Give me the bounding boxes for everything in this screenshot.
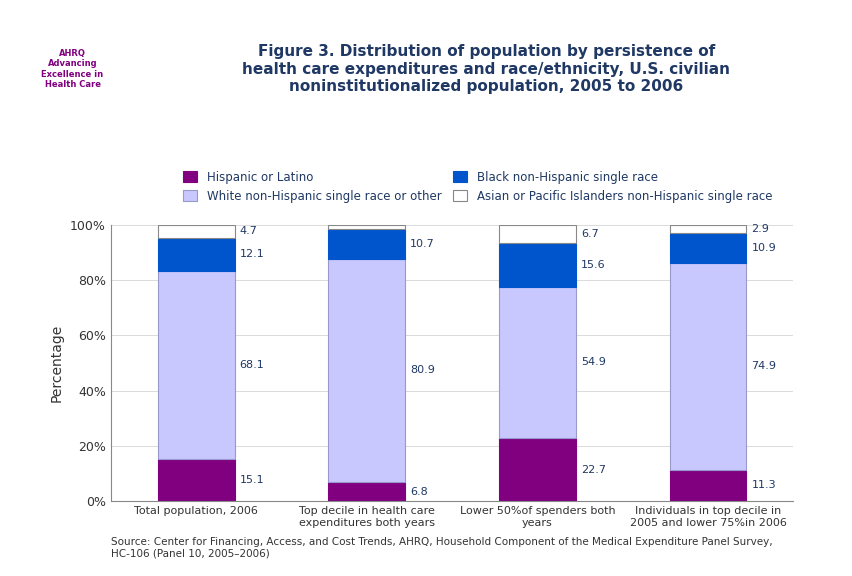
Bar xyxy=(669,233,746,263)
Text: 4.7: 4.7 xyxy=(239,226,257,236)
Text: 6.7: 6.7 xyxy=(580,229,598,239)
Bar xyxy=(669,263,746,470)
Bar xyxy=(669,225,746,233)
Bar xyxy=(158,238,234,271)
Bar xyxy=(328,259,405,482)
Text: AHRQ
Advancing
Excellence in
Health Care: AHRQ Advancing Excellence in Health Care xyxy=(42,49,103,89)
Text: 10.7: 10.7 xyxy=(410,239,435,249)
Bar xyxy=(328,225,405,229)
Bar xyxy=(669,470,746,501)
Text: 22.7: 22.7 xyxy=(580,465,605,475)
Text: 68.1: 68.1 xyxy=(239,360,264,370)
Text: 12.1: 12.1 xyxy=(239,249,264,259)
Bar xyxy=(328,482,405,501)
Text: 2.9: 2.9 xyxy=(751,223,769,234)
Text: 10.9: 10.9 xyxy=(751,242,775,253)
Bar xyxy=(158,271,234,460)
Y-axis label: Percentage: Percentage xyxy=(49,324,63,402)
Text: Figure 3. Distribution of population by persistence of
health care expenditures : Figure 3. Distribution of population by … xyxy=(242,44,729,94)
Text: Source: Center for Financing, Access, and Cost Trends, AHRQ, Household Component: Source: Center for Financing, Access, an… xyxy=(111,537,772,559)
Text: 54.9: 54.9 xyxy=(580,358,605,367)
Text: 15.1: 15.1 xyxy=(239,475,264,485)
Bar xyxy=(498,438,575,501)
Bar xyxy=(498,244,575,287)
Bar xyxy=(158,225,234,238)
Text: 6.8: 6.8 xyxy=(410,487,428,497)
Bar xyxy=(498,225,575,244)
Text: 15.6: 15.6 xyxy=(580,260,605,270)
Bar xyxy=(158,460,234,501)
Text: 74.9: 74.9 xyxy=(751,361,775,372)
Bar xyxy=(498,287,575,438)
Legend: Hispanic or Latino, White non-Hispanic single race or other, Black non-Hispanic : Hispanic or Latino, White non-Hispanic s… xyxy=(179,167,775,206)
Text: 11.3: 11.3 xyxy=(751,480,775,491)
Text: 80.9: 80.9 xyxy=(410,366,435,376)
Bar xyxy=(328,229,405,259)
